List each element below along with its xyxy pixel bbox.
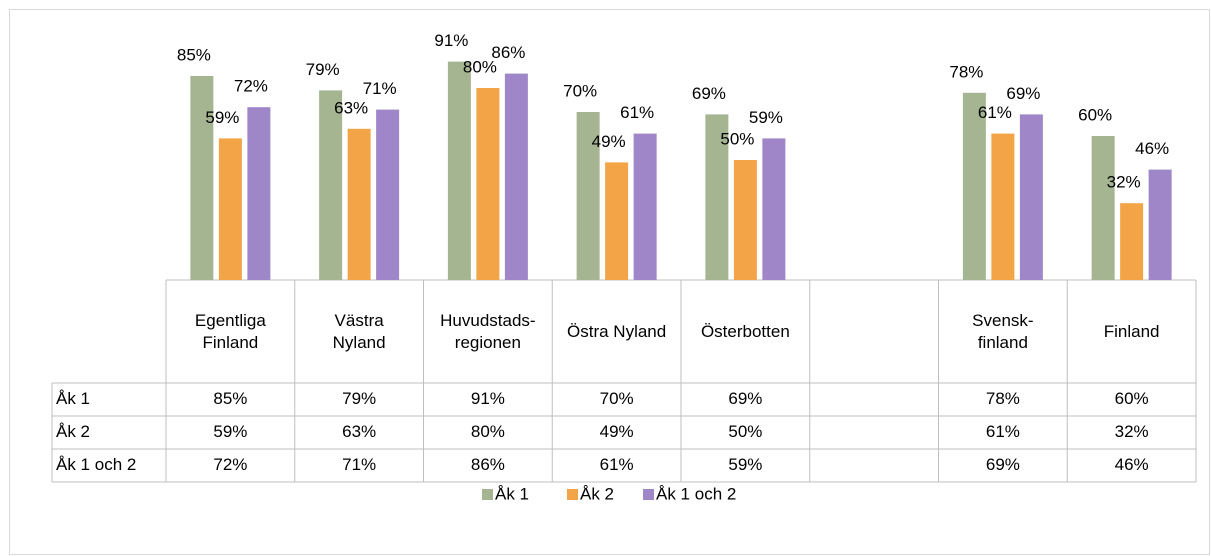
data-label: 69% bbox=[692, 84, 726, 103]
data-label: 46% bbox=[1135, 139, 1169, 158]
table-cell: 91% bbox=[471, 389, 505, 408]
category-label: Östra Nyland bbox=[552, 280, 681, 383]
legend-label: Åk 2 bbox=[580, 484, 614, 503]
bar bbox=[633, 133, 657, 280]
table-cell: 69% bbox=[986, 455, 1020, 474]
bar bbox=[1120, 203, 1144, 280]
bar bbox=[605, 162, 629, 280]
data-label: 61% bbox=[620, 103, 654, 122]
bar bbox=[190, 76, 214, 280]
bar bbox=[1148, 169, 1172, 280]
data-label: 72% bbox=[234, 77, 268, 96]
bar bbox=[576, 112, 600, 280]
data-label: 59% bbox=[749, 108, 783, 127]
bar bbox=[476, 88, 500, 280]
data-label: 85% bbox=[177, 45, 211, 64]
category-text: Österbotten bbox=[700, 321, 790, 341]
bar bbox=[504, 73, 528, 280]
bar bbox=[376, 109, 400, 280]
data-label: 63% bbox=[334, 98, 368, 117]
legend-label: Åk 1 bbox=[495, 484, 529, 503]
category-label: Egentliga Finland bbox=[166, 280, 295, 383]
category-label: Huvudstads-regionen bbox=[424, 280, 553, 383]
table-row-label: Åk 1 bbox=[56, 389, 90, 408]
table-cell: 61% bbox=[600, 455, 634, 474]
table-cell: 59% bbox=[213, 422, 247, 441]
table-cell: 46% bbox=[1115, 455, 1149, 474]
table-cell: 80% bbox=[471, 422, 505, 441]
bar bbox=[991, 133, 1015, 280]
table-cell: 78% bbox=[986, 389, 1020, 408]
legend-label: Åk 1 och 2 bbox=[656, 484, 736, 503]
legend-swatch bbox=[482, 489, 493, 500]
table-cell: 50% bbox=[728, 422, 762, 441]
bar bbox=[705, 114, 729, 281]
bar bbox=[1019, 114, 1043, 281]
data-label: 86% bbox=[491, 43, 525, 62]
bar bbox=[1091, 136, 1115, 280]
category-text: Östra Nyland bbox=[567, 321, 667, 341]
table-row-label: Åk 2 bbox=[56, 422, 90, 441]
table-cell: 85% bbox=[213, 389, 247, 408]
data-label: 80% bbox=[463, 57, 497, 76]
bar bbox=[319, 90, 343, 281]
data-label: 60% bbox=[1078, 105, 1112, 124]
data-label: 50% bbox=[720, 129, 754, 148]
table-cell: 72% bbox=[213, 455, 247, 474]
table-cell: 32% bbox=[1115, 422, 1149, 441]
category-label: Finland bbox=[1067, 280, 1196, 383]
data-label: 61% bbox=[978, 103, 1012, 122]
category-label: Västra Nyland bbox=[295, 280, 424, 383]
bar bbox=[347, 128, 371, 280]
table-cell: 63% bbox=[342, 422, 376, 441]
category-label: Österbotten bbox=[681, 280, 810, 383]
table-cell: 59% bbox=[728, 455, 762, 474]
table-cell: 60% bbox=[1115, 389, 1149, 408]
data-label: 78% bbox=[949, 62, 983, 81]
legend-swatch bbox=[567, 489, 578, 500]
data-label: 71% bbox=[363, 79, 397, 98]
data-label: 32% bbox=[1107, 173, 1141, 192]
table-cell: 69% bbox=[728, 389, 762, 408]
table-cell: 71% bbox=[342, 455, 376, 474]
bar bbox=[247, 107, 271, 280]
bar bbox=[762, 138, 786, 280]
bar bbox=[733, 160, 757, 280]
category-text: Västra Nyland bbox=[332, 310, 386, 352]
bar bbox=[962, 92, 986, 280]
table-cell: 86% bbox=[471, 455, 505, 474]
data-label: 59% bbox=[205, 108, 239, 127]
table-cell: 49% bbox=[600, 422, 634, 441]
category-text: Finland bbox=[1103, 321, 1160, 341]
category-text: Egentliga Finland bbox=[194, 310, 266, 352]
table-cell: 79% bbox=[342, 389, 376, 408]
table-row-label: Åk 1 och 2 bbox=[56, 455, 136, 474]
bar bbox=[218, 138, 242, 280]
bar bbox=[447, 61, 471, 280]
table-cell: 61% bbox=[986, 422, 1020, 441]
data-label: 70% bbox=[563, 81, 597, 100]
data-label: 49% bbox=[592, 132, 626, 151]
category-label: Svensk-finland bbox=[939, 280, 1068, 383]
category-text: Svensk-finland bbox=[972, 310, 1034, 352]
legend-swatch bbox=[643, 489, 654, 500]
data-label: 79% bbox=[306, 60, 340, 79]
data-label: 91% bbox=[434, 31, 468, 50]
category-text: Huvudstads-regionen bbox=[440, 310, 536, 352]
data-label: 69% bbox=[1006, 84, 1040, 103]
table-cell: 70% bbox=[600, 389, 634, 408]
